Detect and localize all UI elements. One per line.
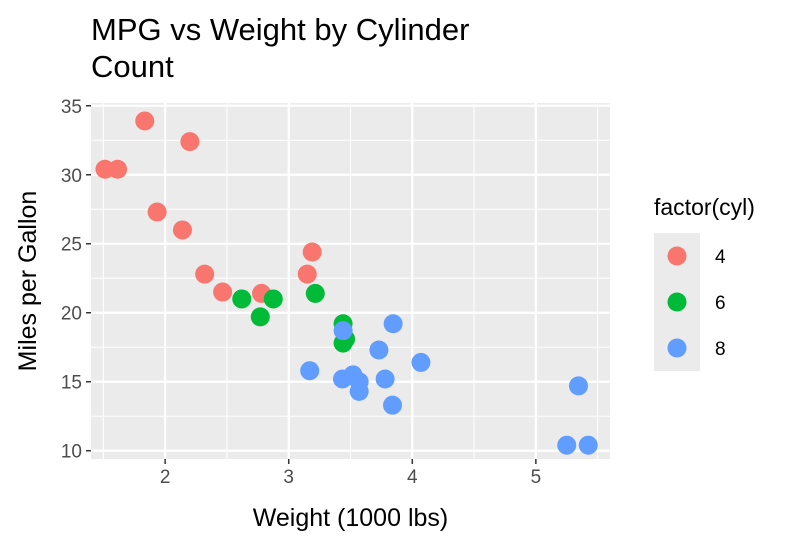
data-point-cyl-6 xyxy=(263,289,283,309)
legend-title: factor(cyl) xyxy=(654,194,755,220)
legend-swatch-cyl-6 xyxy=(667,292,687,312)
data-point-cyl-6 xyxy=(305,283,325,303)
legend-swatch-cyl-8 xyxy=(667,338,687,358)
y-axis-title: Miles per Gallon xyxy=(14,191,42,372)
data-point-cyl-4 xyxy=(95,159,115,179)
y-tick-label: 15 xyxy=(61,373,82,394)
data-point-cyl-4 xyxy=(213,282,233,302)
legend-keys: 4 6 8 xyxy=(654,233,726,371)
y-tick-label: 10 xyxy=(61,442,82,463)
axes: 2 3 4 5 10 15 20 25 30 35 xyxy=(61,97,541,488)
y-tick-label: 20 xyxy=(61,304,82,325)
data-point-cyl-8 xyxy=(383,395,403,415)
data-point-cyl-4 xyxy=(195,264,215,284)
data-point-cyl-8 xyxy=(300,361,320,381)
y-tick-label: 30 xyxy=(61,166,82,187)
legend-label-cyl-4: 4 xyxy=(715,247,726,268)
data-points xyxy=(95,111,598,455)
x-tick-label: 2 xyxy=(160,467,171,488)
data-point-cyl-8 xyxy=(411,352,431,372)
data-point-cyl-8 xyxy=(578,435,598,455)
data-point-cyl-4 xyxy=(135,111,155,131)
data-point-cyl-8 xyxy=(369,340,389,360)
data-point-cyl-8 xyxy=(383,314,403,334)
legend-label-cyl-8: 8 xyxy=(715,339,726,360)
legend: factor(cyl) 4 6 8 xyxy=(654,194,755,371)
data-point-cyl-8 xyxy=(568,376,588,396)
chart-title-line-1: MPG vs Weight by Cylinder xyxy=(91,12,469,47)
data-point-cyl-4 xyxy=(172,220,192,240)
grid-lines xyxy=(91,103,610,459)
x-axis-title: Weight (1000 lbs) xyxy=(253,504,448,532)
x-tick-label: 5 xyxy=(531,467,542,488)
y-tick-label: 25 xyxy=(61,235,82,256)
data-point-cyl-6 xyxy=(232,289,252,309)
data-point-cyl-8 xyxy=(557,435,577,455)
y-tick-label: 35 xyxy=(61,97,82,118)
data-point-cyl-6 xyxy=(250,307,270,327)
data-point-cyl-4 xyxy=(302,242,322,262)
legend-swatch-cyl-4 xyxy=(667,246,687,266)
data-point-cyl-8 xyxy=(349,372,369,392)
chart-title-line-2: Count xyxy=(91,49,174,84)
data-point-cyl-8 xyxy=(332,369,352,389)
data-point-cyl-4 xyxy=(180,132,200,152)
data-point-cyl-4 xyxy=(297,264,317,284)
x-tick-label: 4 xyxy=(407,467,418,488)
legend-label-cyl-6: 6 xyxy=(715,293,726,314)
x-tick-label: 3 xyxy=(283,467,294,488)
data-point-cyl-4 xyxy=(147,202,167,222)
chart-title: MPG vs Weight by Cylinder Count xyxy=(91,12,478,84)
data-point-cyl-8 xyxy=(375,369,395,389)
data-point-cyl-8 xyxy=(333,321,353,341)
